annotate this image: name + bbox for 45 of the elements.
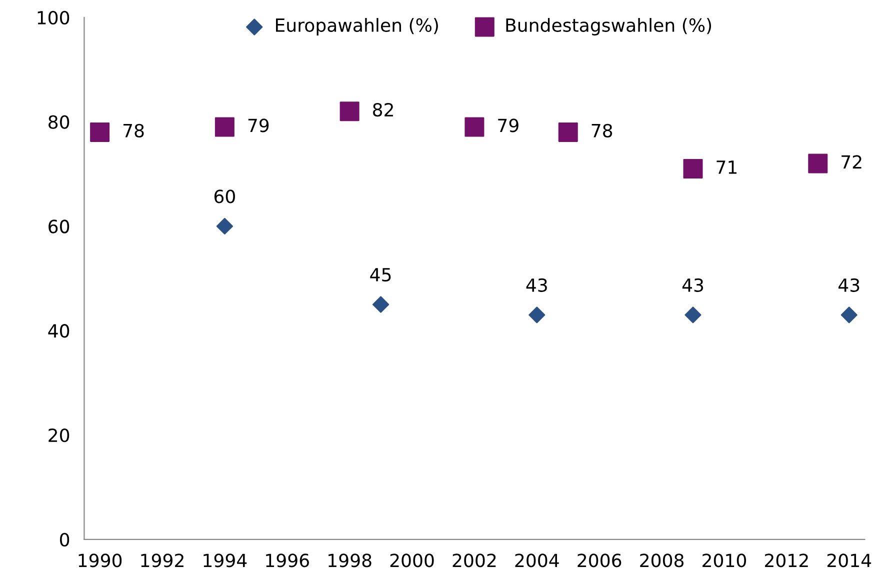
point <box>684 306 702 324</box>
x-tick-label: 2008 <box>640 554 684 568</box>
data-label: 78 <box>124 124 144 138</box>
point <box>340 102 360 122</box>
data-label: 82 <box>373 102 393 117</box>
x-tick-label: 1990 <box>78 554 122 568</box>
x-tick-label: 2000 <box>390 554 434 568</box>
point <box>808 154 828 174</box>
point <box>840 306 858 324</box>
legend-label: Bundestagswahlen (%) <box>506 18 712 36</box>
x-tick-label: 1996 <box>266 554 309 568</box>
y-tick-label: 0 <box>60 532 70 547</box>
data-label: 43 <box>682 278 704 292</box>
y-tick-label: 40 <box>48 324 70 338</box>
x-tick-label: 1998 <box>328 554 372 568</box>
x-tick-label: 2010 <box>702 554 746 568</box>
y-tick-label: 20 <box>48 428 70 442</box>
x-tick-label: 1994 <box>204 554 247 568</box>
x-tick-label: 2006 <box>578 554 622 568</box>
x-tick-label: 2004 <box>515 554 559 568</box>
x-tick-label: 2014 <box>827 554 872 568</box>
x-tick-label: 2002 <box>452 554 496 568</box>
data-label: 43 <box>526 278 547 292</box>
data-label: 60 <box>214 190 235 204</box>
point <box>683 159 703 179</box>
point <box>216 218 233 234</box>
data-label: 79 <box>248 118 269 132</box>
point <box>372 296 390 313</box>
data-label: 79 <box>498 118 518 132</box>
data-label: 72 <box>842 155 862 169</box>
point <box>464 117 484 137</box>
point <box>214 117 234 137</box>
point <box>90 122 110 142</box>
data-label: 43 <box>838 278 860 292</box>
data-label: 71 <box>716 160 737 174</box>
data-label: 78 <box>592 124 612 138</box>
data-label: 45 <box>370 268 391 282</box>
x-tick-label: 1992 <box>141 554 184 568</box>
x-tick-label: 2012 <box>765 554 808 568</box>
y-tick-label: 100 <box>38 10 70 25</box>
point <box>558 122 578 142</box>
legend-label: Europawahlen (%) <box>276 18 438 36</box>
y-tick-label: 80 <box>48 115 70 129</box>
y-tick-label: 60 <box>48 220 70 234</box>
point <box>528 306 546 324</box>
